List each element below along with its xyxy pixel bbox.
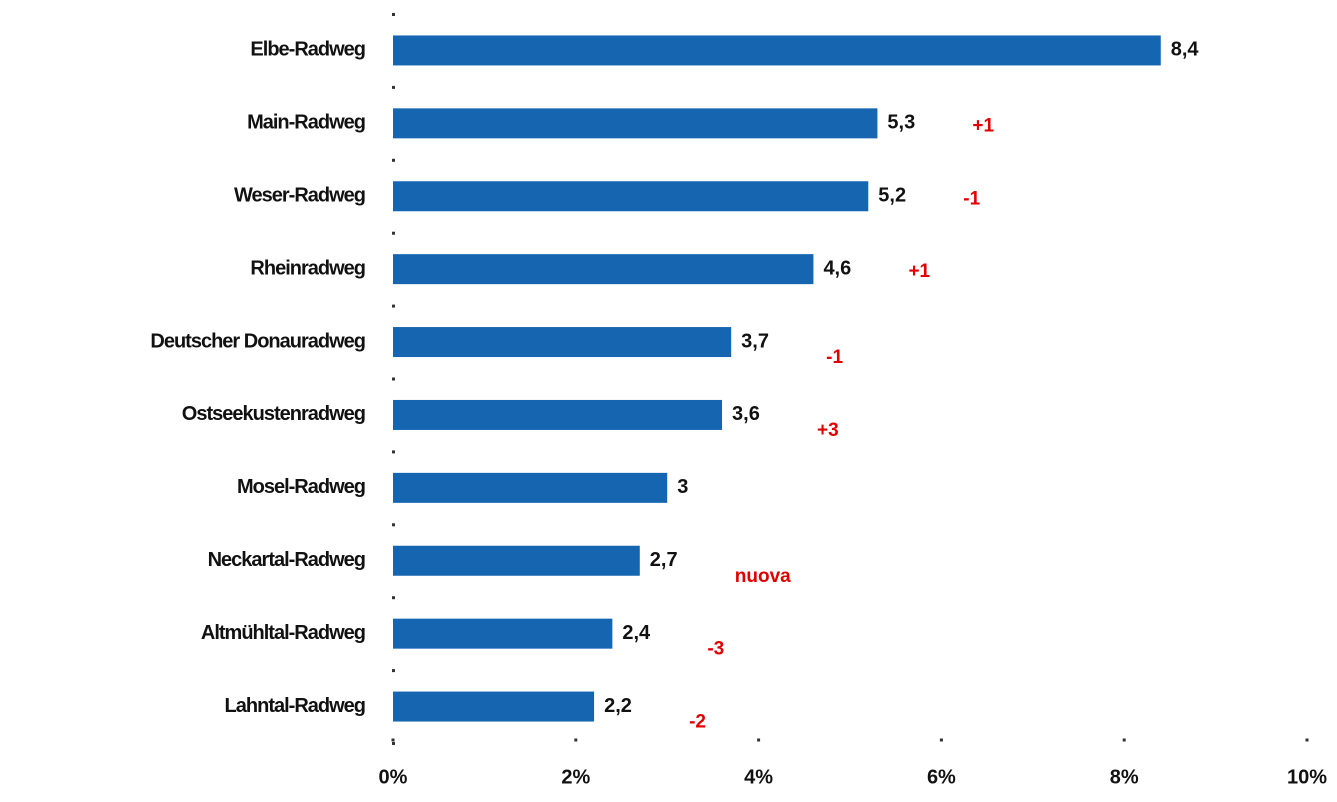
value-label: 2,7 [650, 549, 678, 571]
category-label: Rheinradweg [250, 257, 365, 279]
y-tick [392, 158, 395, 162]
value-label: 4,6 [823, 257, 851, 279]
y-tick [392, 85, 395, 89]
category-label: Elbe-Radweg [250, 39, 365, 61]
rank-change: +3 [817, 420, 839, 441]
x-tick-label: 4% [744, 766, 773, 788]
y-tick [392, 669, 395, 673]
x-tick [939, 738, 943, 742]
value-label: 3 [677, 476, 688, 498]
x-tick [391, 738, 395, 742]
value-label: 2,2 [604, 695, 632, 717]
bar [393, 545, 640, 576]
bar [393, 327, 732, 358]
bar [393, 399, 723, 430]
category-label: Main-Radweg [247, 112, 365, 134]
x-tick [1122, 738, 1126, 742]
bar [393, 254, 814, 285]
rank-change: -1 [826, 347, 843, 368]
rank-change: +1 [972, 115, 994, 136]
rank-change: -1 [963, 188, 980, 209]
category-label: Altmühltal-Radweg [201, 622, 365, 644]
category-label: Neckartal-Radweg [208, 549, 365, 571]
bar [393, 618, 613, 649]
bar [393, 35, 1161, 66]
bar [393, 181, 869, 212]
x-tick-label: 10% [1287, 766, 1327, 788]
category-label: Mosel-Radweg [237, 476, 365, 498]
y-tick [392, 304, 395, 308]
value-label: 2,4 [622, 622, 651, 644]
x-tick-label: 8% [1110, 766, 1139, 788]
y-tick [392, 450, 395, 454]
x-tick-label: 0% [379, 766, 408, 788]
y-tick [392, 596, 395, 600]
x-tick-label: 2% [561, 766, 590, 788]
bar [393, 108, 878, 139]
x-tick [574, 738, 578, 742]
bar [393, 472, 668, 503]
value-label: 8,4 [1171, 39, 1200, 61]
category-label: Weser-Radweg [234, 185, 365, 207]
bar [393, 691, 595, 722]
value-label: 5,2 [878, 185, 906, 207]
y-tick [392, 231, 395, 235]
rank-change: +1 [908, 261, 930, 282]
category-label: Ostseekustenradweg [182, 403, 365, 425]
y-tick [392, 377, 395, 381]
rank-change: nuova [735, 566, 791, 587]
x-tick-label: 6% [927, 766, 956, 788]
y-tick [392, 742, 395, 745]
value-label: 3,7 [741, 330, 769, 352]
rank-change: -3 [707, 639, 724, 660]
category-label: Deutscher Donauradweg [150, 330, 365, 352]
x-tick [757, 738, 761, 742]
y-tick [392, 523, 395, 527]
value-label: 3,6 [732, 403, 760, 425]
y-tick [392, 13, 395, 16]
rank-change: -2 [689, 712, 706, 733]
category-label: Lahntal-Radweg [225, 695, 365, 717]
x-tick [1305, 738, 1309, 742]
value-label: 5,3 [887, 112, 915, 134]
